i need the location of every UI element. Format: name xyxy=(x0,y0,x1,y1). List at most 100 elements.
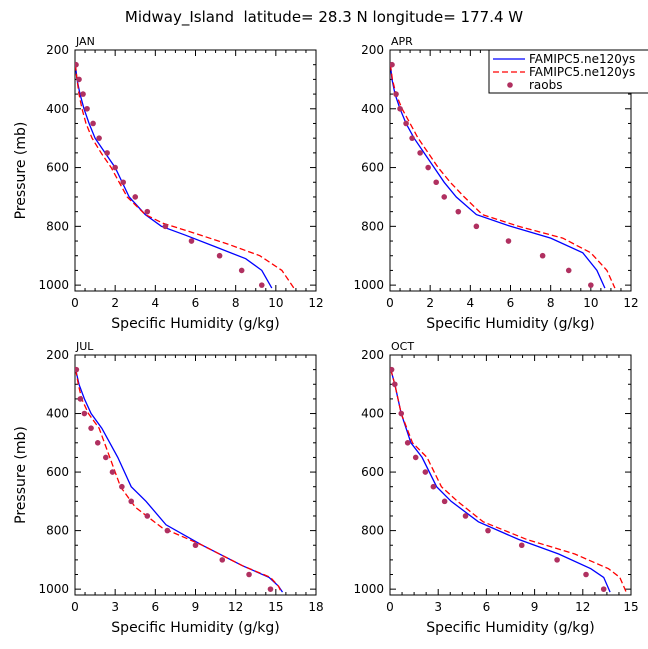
model-line-solid xyxy=(75,369,284,593)
raobs-point xyxy=(455,208,462,215)
raobs-point xyxy=(404,440,411,446)
plot-area xyxy=(390,366,627,593)
plot-area xyxy=(390,61,616,289)
raobs-point xyxy=(132,194,139,200)
raobs-point xyxy=(425,164,431,171)
x-tick-label: 18 xyxy=(308,600,323,614)
raobs-point xyxy=(109,469,116,475)
raobs-point xyxy=(518,542,525,549)
raobs-point xyxy=(565,267,572,274)
raobs-point xyxy=(81,410,88,417)
plot-frame xyxy=(74,49,317,292)
raobs-point xyxy=(554,557,560,563)
figure-title: Midway_Island latitude= 28.3 N longitude… xyxy=(125,8,523,27)
raobs-point xyxy=(398,410,405,417)
raobs-point xyxy=(430,483,437,490)
y-tick-label: 800 xyxy=(46,524,69,538)
x-tick-label: 12 xyxy=(228,600,243,614)
model-line-dashed xyxy=(390,64,616,289)
x-tick-label: 8 xyxy=(232,296,240,310)
raobs-point xyxy=(583,571,589,578)
panel-oct: OCT 0 3 6 9 12 15 200 400 600 800 1000 Specific Humi… xyxy=(353,340,638,636)
raobs-point xyxy=(412,454,419,461)
x-tick-label: 6 xyxy=(483,600,491,614)
x-tick-label: 10 xyxy=(268,296,283,310)
raobs-point xyxy=(75,61,79,68)
x-tick-label: 2 xyxy=(426,296,434,310)
x-tick-label: 10 xyxy=(583,296,598,310)
x-axis-label: Specific Humidity (g/kg) xyxy=(426,316,594,332)
plot-area xyxy=(75,61,295,289)
raobs-point xyxy=(258,282,265,288)
y-tick-label: 1000 xyxy=(38,278,69,292)
legend-label: FAMIPC5.ne120ys xyxy=(529,65,635,79)
model-line-dashed xyxy=(390,369,627,593)
raobs-point xyxy=(397,105,403,112)
x-tick-label: 0 xyxy=(386,296,394,310)
raobs-point xyxy=(102,454,109,461)
raobs-point xyxy=(112,164,118,171)
x-tick-label: 0 xyxy=(386,600,394,614)
x-tick-label: 12 xyxy=(308,296,323,310)
y-tick-label: 1000 xyxy=(353,278,384,292)
panel-jul: JUL 0 3 6 9 12 15 18 200 400 600 800 1000 Specific Hu… xyxy=(13,340,324,636)
x-tick-label: 12 xyxy=(623,296,638,310)
x-tick-label: 6 xyxy=(152,600,160,614)
x-axis-label: Specific Humidity (g/kg) xyxy=(426,620,594,636)
raobs-point xyxy=(441,194,448,200)
x-tick-label: 4 xyxy=(467,296,475,310)
y-tick-label: 400 xyxy=(46,102,69,116)
x-tick-label: 15 xyxy=(623,600,638,614)
y-tick-label: 800 xyxy=(361,219,384,233)
raobs-point xyxy=(403,120,409,127)
legend-swatch-dot xyxy=(507,82,513,88)
panel-label: APR xyxy=(391,35,413,48)
raobs-point xyxy=(392,381,398,388)
y-axis-label: Pressure (mb) xyxy=(13,426,29,524)
raobs-point xyxy=(94,440,101,446)
raobs-point xyxy=(267,586,274,592)
y-tick-label: 600 xyxy=(46,161,69,175)
y-tick-label: 400 xyxy=(361,407,384,421)
raobs-point xyxy=(104,150,110,156)
raobs-point xyxy=(588,282,594,288)
panel-jan: JAN 0 2 4 6 8 10 12 200 400 600 800 1000 Specific Hum… xyxy=(13,35,324,332)
raobs-point xyxy=(192,542,199,549)
plot-area xyxy=(75,366,284,593)
raobs-point xyxy=(164,527,171,534)
raobs-point xyxy=(433,179,439,186)
x-tick-label: 3 xyxy=(434,600,442,614)
raobs-point xyxy=(120,179,126,186)
model-line-solid xyxy=(390,369,611,593)
raobs-point xyxy=(77,396,84,402)
model-line-dashed xyxy=(75,64,295,289)
panel-label: OCT xyxy=(391,340,414,353)
raobs-point xyxy=(600,586,607,592)
raobs-point xyxy=(473,223,480,230)
raobs-point xyxy=(119,483,125,490)
y-tick-label: 1000 xyxy=(353,582,384,596)
raobs-point xyxy=(219,557,226,563)
raobs-point xyxy=(80,91,86,97)
y-tick-label: 600 xyxy=(361,465,384,479)
x-tick-label: 12 xyxy=(575,600,590,614)
raobs-point xyxy=(216,252,223,259)
raobs-point xyxy=(84,105,90,112)
y-axis-label: Pressure (mb) xyxy=(13,122,29,220)
raobs-point xyxy=(128,498,135,505)
legend-label: raobs xyxy=(529,78,563,92)
raobs-point xyxy=(417,150,423,156)
plot-frame xyxy=(74,354,317,596)
raobs-point xyxy=(390,366,395,373)
x-tick-label: 3 xyxy=(111,600,119,614)
plot-frame xyxy=(389,354,632,596)
raobs-point xyxy=(393,91,399,97)
panel-label: JUL xyxy=(75,340,94,353)
raobs-point xyxy=(188,238,195,244)
y-tick-label: 200 xyxy=(361,348,384,362)
y-tick-label: 200 xyxy=(361,43,384,57)
raobs-point xyxy=(162,223,169,230)
y-tick-label: 600 xyxy=(46,465,69,479)
legend-label: FAMIPC5.ne120ys xyxy=(529,52,635,66)
y-tick-label: 800 xyxy=(46,219,69,233)
